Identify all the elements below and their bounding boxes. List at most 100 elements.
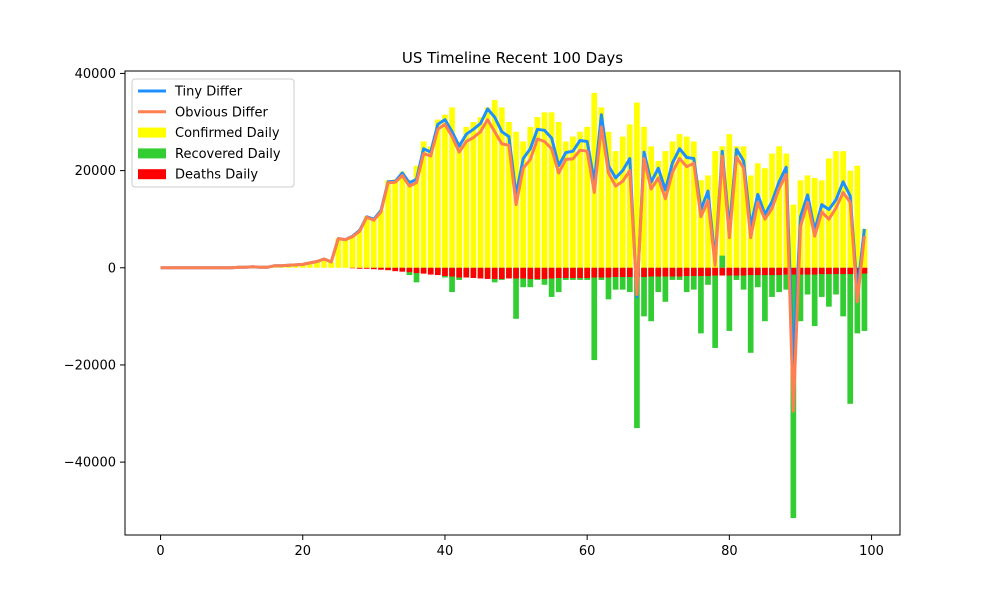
deaths-daily-bar bbox=[818, 267, 825, 275]
recovered-daily-bar bbox=[826, 267, 832, 307]
deaths-daily-bar bbox=[648, 267, 654, 277]
confirmed-daily-bar bbox=[349, 235, 356, 268]
confirmed-daily-bar bbox=[378, 210, 384, 268]
deaths-daily-bar bbox=[861, 267, 868, 274]
deaths-daily-bar bbox=[641, 267, 647, 278]
confirmed-daily-bar bbox=[307, 262, 313, 268]
deaths-daily-bar bbox=[427, 267, 434, 275]
confirmed-daily-bar bbox=[456, 141, 463, 268]
deaths-daily-bar bbox=[363, 267, 370, 269]
confirmed-daily-bar bbox=[463, 126, 470, 268]
deaths-daily-bar bbox=[577, 267, 583, 278]
deaths-daily-bar bbox=[527, 267, 534, 279]
deaths-daily-bar bbox=[783, 267, 790, 275]
deaths-daily-bar bbox=[435, 267, 441, 276]
deaths-daily-bar bbox=[406, 267, 413, 273]
confirmed-daily-bar bbox=[314, 260, 320, 268]
x-tick-label: 0 bbox=[156, 544, 164, 559]
confirmed-daily-bar bbox=[371, 218, 377, 268]
confirmed-daily-bar bbox=[804, 175, 811, 268]
deaths-daily-bar bbox=[733, 267, 740, 276]
confirmed-daily-bar bbox=[506, 122, 512, 268]
recovered-daily-bar bbox=[619, 267, 626, 290]
recovered-daily-bar bbox=[449, 267, 455, 293]
deaths-daily-bar bbox=[420, 267, 427, 274]
legend-label-obvious-differ: Obvious Differ bbox=[175, 105, 268, 120]
deaths-daily-bar bbox=[506, 267, 512, 279]
deaths-daily-bar bbox=[449, 267, 455, 277]
confirmed-daily-bar bbox=[577, 131, 583, 268]
confirmed-daily-bar bbox=[555, 122, 562, 268]
deaths-daily-bar bbox=[413, 267, 420, 274]
recovered-daily-bar bbox=[847, 267, 854, 404]
recovered-daily-bar bbox=[413, 267, 420, 283]
deaths-daily-bar bbox=[385, 267, 391, 271]
deaths-daily-bar bbox=[804, 267, 811, 275]
confirmed-daily-bar bbox=[335, 238, 342, 268]
y-tick-label: 40000 bbox=[75, 67, 116, 82]
deaths-daily-bar bbox=[669, 267, 676, 277]
confirmed-daily-bar bbox=[854, 165, 861, 268]
recovered-daily-bar bbox=[612, 267, 619, 290]
deaths-daily-bar bbox=[456, 267, 463, 278]
deaths-daily-bar bbox=[698, 267, 704, 277]
deaths-daily-bar bbox=[619, 267, 626, 278]
legend-swatch-deaths-daily bbox=[138, 169, 166, 180]
confirmed-daily-bar bbox=[619, 136, 626, 268]
confirmed-daily-bar bbox=[477, 117, 484, 268]
deaths-daily-bar bbox=[541, 267, 548, 279]
confirmed-daily-bar bbox=[399, 171, 406, 268]
deaths-daily-bar bbox=[683, 267, 690, 277]
chart-title: US Timeline Recent 100 Days bbox=[402, 49, 623, 67]
confirmed-daily-bar bbox=[520, 141, 527, 268]
deaths-daily-bar bbox=[562, 267, 569, 278]
confirmed-daily-bar bbox=[776, 146, 782, 268]
deaths-daily-bar bbox=[477, 267, 484, 279]
deaths-daily-bar bbox=[591, 267, 598, 278]
confirmed-daily-bar bbox=[470, 122, 477, 268]
recovered-daily-bar bbox=[776, 267, 782, 293]
deaths-daily-bar bbox=[498, 267, 505, 279]
x-tick-label: 20 bbox=[294, 544, 311, 559]
recovered-daily-bar bbox=[769, 267, 775, 297]
deaths-daily-bar bbox=[754, 267, 761, 276]
recovered-daily-bar bbox=[818, 267, 825, 297]
y-tick-label: −40000 bbox=[64, 456, 116, 471]
confirmed-daily-bar bbox=[385, 180, 391, 268]
deaths-daily-bar bbox=[513, 267, 519, 279]
recovered-daily-bar bbox=[783, 267, 790, 290]
deaths-daily-bar bbox=[797, 267, 804, 275]
deaths-daily-bar bbox=[463, 267, 470, 278]
recovered-daily-bar bbox=[754, 267, 761, 288]
deaths-daily-bar bbox=[662, 267, 669, 277]
confirmed-daily-bar bbox=[442, 114, 448, 268]
deaths-daily-bar bbox=[690, 267, 697, 277]
recovered-daily-bar bbox=[513, 267, 519, 319]
recovered-daily-bar bbox=[683, 267, 690, 293]
recovered-daily-bar bbox=[626, 267, 633, 293]
recovered-daily-bar bbox=[634, 267, 640, 429]
deaths-daily-bar bbox=[442, 267, 448, 277]
recovered-daily-bar bbox=[712, 267, 718, 348]
confirmed-daily-bar bbox=[570, 136, 576, 268]
deaths-daily-bar bbox=[747, 267, 754, 276]
deaths-daily-bar bbox=[520, 267, 527, 279]
confirmed-daily-bar bbox=[328, 261, 335, 268]
confirmed-daily-bar bbox=[655, 160, 662, 268]
recovered-daily-bar bbox=[747, 267, 754, 353]
x-tick-label: 60 bbox=[579, 544, 596, 559]
deaths-daily-bar bbox=[762, 267, 768, 276]
deaths-daily-bar bbox=[726, 267, 733, 276]
confirmed-daily-bar bbox=[498, 107, 505, 268]
recovered-daily-bar bbox=[591, 267, 598, 361]
y-tick-label: −20000 bbox=[64, 358, 116, 373]
confirmed-daily-bar bbox=[662, 151, 669, 268]
recovered-daily-bar bbox=[740, 267, 747, 290]
confirmed-daily-bar bbox=[648, 146, 654, 268]
legend: Tiny Differ Obvious Differ Confirmed Daily… bbox=[131, 78, 295, 188]
confirmed-daily-bar bbox=[342, 239, 349, 268]
deaths-daily-bar bbox=[534, 267, 541, 279]
confirmed-daily-bar bbox=[427, 146, 434, 268]
deaths-daily-bar bbox=[570, 267, 576, 278]
